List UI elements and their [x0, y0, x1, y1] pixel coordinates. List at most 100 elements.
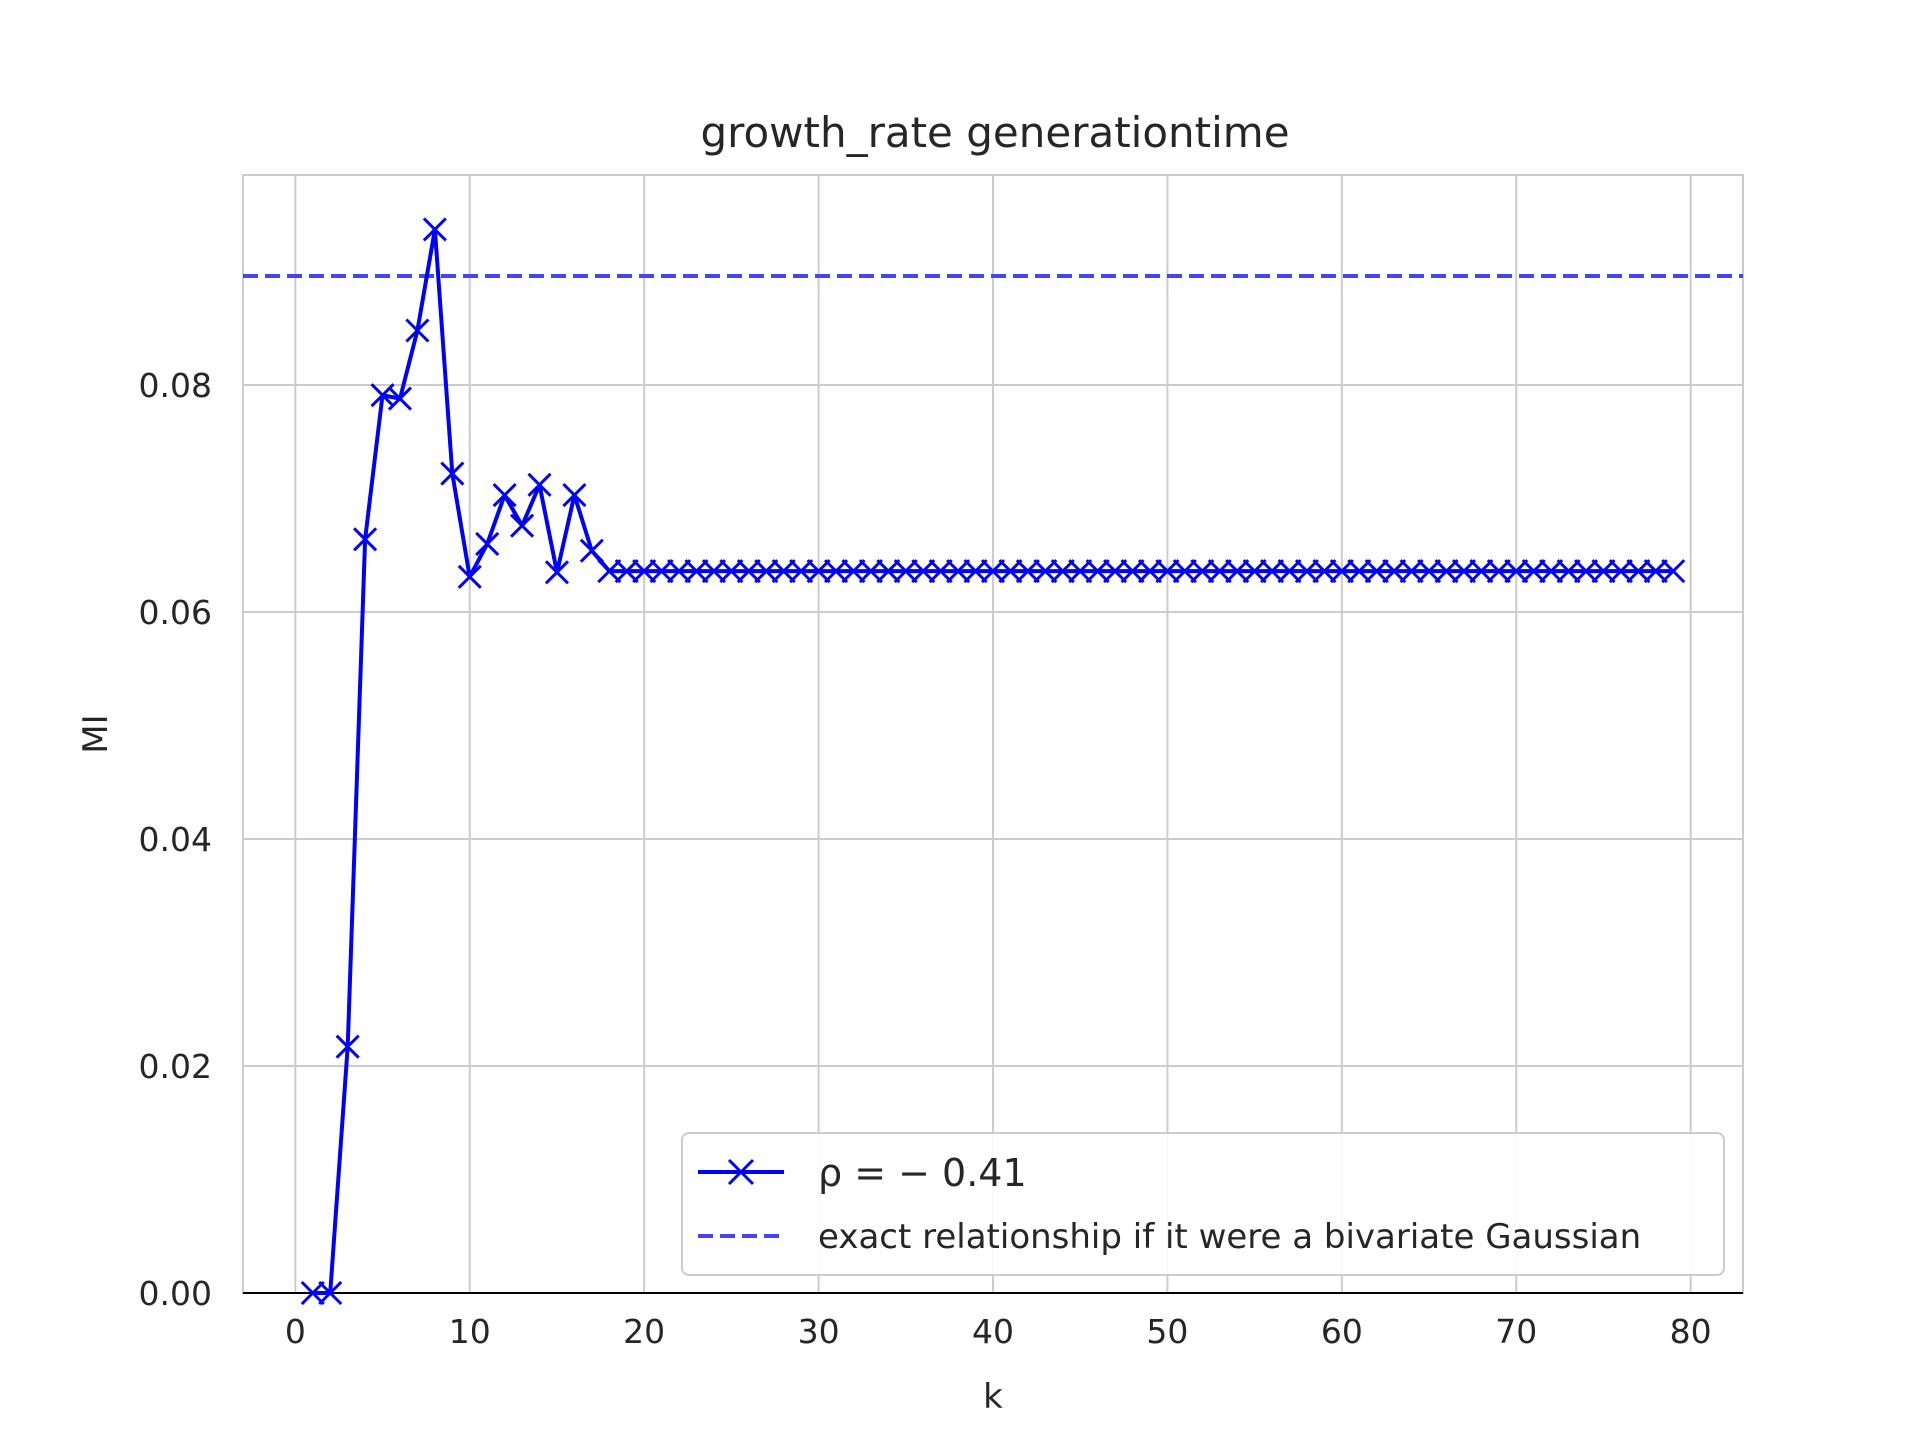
mi-data-point	[318, 1280, 343, 1306]
mi-data-point	[1260, 559, 1285, 584]
mi-data-point	[457, 564, 482, 589]
mi-data-point	[1451, 559, 1476, 584]
mi-data-point	[1556, 559, 1581, 584]
mi-data-point	[1068, 559, 1093, 584]
mi-data-point	[963, 559, 988, 584]
mi-data-point	[841, 559, 866, 584]
mi-data-point	[387, 386, 413, 411]
mi-data-point	[1050, 559, 1075, 584]
y-axis-label: MI	[76, 714, 116, 753]
mi-data-point	[1399, 559, 1424, 584]
mi-data-point	[1591, 559, 1616, 584]
legend-label-series-2: exact relationship if it were a bivariat…	[818, 1217, 1641, 1257]
mi-data-point	[1033, 559, 1058, 584]
mi-data-point	[1521, 559, 1546, 584]
x-tick-label: 0	[285, 1312, 306, 1351]
mi-data-point	[666, 559, 692, 584]
mi-data-point	[1364, 559, 1389, 584]
mi-data-point	[335, 1034, 360, 1059]
mi-data-point	[980, 559, 1006, 584]
x-ticks: 0 10 20 30 40 50 60 70 80	[285, 1312, 1712, 1351]
legend-label-series-1: ρ = − 0.41	[818, 1151, 1027, 1195]
mi-data-point	[1242, 559, 1267, 584]
mi-data-point	[510, 513, 535, 538]
y-ticks: 0.00 0.02 0.04 0.06 0.08	[139, 366, 212, 1313]
mi-data-point	[771, 559, 796, 584]
mi-data-point	[1172, 559, 1197, 584]
mi-data-point	[1469, 559, 1494, 584]
mi-data-point	[1608, 559, 1633, 584]
mi-data-point	[1085, 559, 1110, 584]
mi-data-point	[701, 559, 726, 584]
mi-data-point	[1573, 559, 1599, 584]
mi-data-point	[1120, 559, 1145, 584]
mi-data-point	[1504, 559, 1529, 584]
y-tick-label: 0.08	[139, 366, 212, 405]
plot-area	[242, 174, 1744, 1306]
mi-data-point	[353, 527, 378, 552]
mi-data-point	[1661, 559, 1686, 584]
x-tick-label: 10	[449, 1312, 491, 1351]
mi-data-point	[527, 472, 552, 497]
grid	[243, 175, 1743, 1293]
legend-frame	[681, 1132, 1725, 1276]
series-layer	[243, 217, 1743, 1306]
mi-data-point	[492, 483, 517, 508]
mi-data-point	[928, 559, 953, 584]
mi-data-point	[823, 559, 849, 584]
mi-data-point	[1155, 559, 1180, 584]
mi-data-point	[544, 560, 570, 585]
mi-data-point	[1225, 559, 1250, 584]
mi-data-point	[1312, 559, 1337, 584]
mi-data-point	[440, 461, 465, 486]
x-tick-label: 80	[1670, 1312, 1712, 1351]
mi-data-point	[300, 1280, 325, 1306]
x-tick-label: 30	[798, 1312, 840, 1351]
mi-data-point	[597, 559, 622, 584]
y-tick-label: 0.04	[139, 820, 212, 859]
mi-data-point	[736, 559, 761, 584]
y-tick-label: 0.00	[139, 1274, 212, 1313]
mi-data-point	[649, 559, 674, 584]
y-tick-label: 0.06	[139, 593, 212, 632]
mi-data-point	[719, 559, 744, 584]
x-tick-label: 70	[1495, 1312, 1537, 1351]
mi-data-point	[1626, 559, 1651, 584]
mi-data-point	[858, 559, 883, 584]
x-tick-label: 60	[1321, 1312, 1363, 1351]
mi-data-point	[1137, 559, 1163, 584]
mi-data-point	[1277, 559, 1302, 584]
mi-data-point	[806, 559, 831, 584]
mi-data-point	[1103, 559, 1128, 584]
mi-data-point	[1347, 559, 1372, 584]
mi-data-point	[1190, 559, 1215, 584]
legend: ρ = − 0.41 exact relationship if it were…	[681, 1132, 1725, 1276]
mi-data-point	[946, 559, 971, 584]
mi-data-point	[422, 217, 447, 242]
mi-data-point	[579, 538, 604, 563]
mi-data-point	[789, 559, 814, 584]
mi-data-point	[1294, 559, 1320, 584]
mi-data-point	[1015, 559, 1040, 584]
x-tick-label: 50	[1146, 1312, 1188, 1351]
mi-data-point	[405, 318, 430, 343]
x-tick-label: 40	[972, 1312, 1014, 1351]
mi-data-point	[562, 483, 587, 508]
mi-data-point	[998, 559, 1023, 584]
mi-data-point	[911, 559, 936, 584]
mi-data-point	[754, 559, 779, 584]
mi-data-point	[1643, 559, 1668, 584]
mi-data-point	[1329, 559, 1354, 584]
mi-data-point	[614, 559, 639, 584]
legend-marker-series-1	[727, 1158, 755, 1186]
mi-data-point	[684, 559, 709, 584]
mi-data-point	[1382, 559, 1407, 584]
mi-data-point	[1416, 559, 1442, 584]
x-tick-label: 20	[623, 1312, 665, 1351]
mi-data-point	[893, 559, 918, 584]
mi-data-point	[1434, 559, 1459, 584]
chart-title: growth_rate generationtime	[700, 108, 1289, 157]
mi-data-point	[632, 559, 657, 584]
mi-data-point	[1539, 559, 1564, 584]
